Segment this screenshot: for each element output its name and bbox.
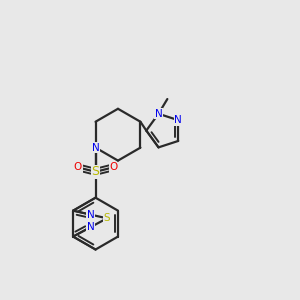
Text: N: N — [92, 142, 99, 153]
Text: S: S — [92, 165, 100, 178]
Text: N: N — [87, 210, 94, 220]
Text: N: N — [87, 222, 94, 232]
Text: O: O — [74, 162, 82, 172]
Text: S: S — [103, 213, 110, 223]
Text: N: N — [174, 115, 182, 125]
Text: O: O — [109, 162, 117, 172]
Text: N: N — [154, 109, 162, 119]
